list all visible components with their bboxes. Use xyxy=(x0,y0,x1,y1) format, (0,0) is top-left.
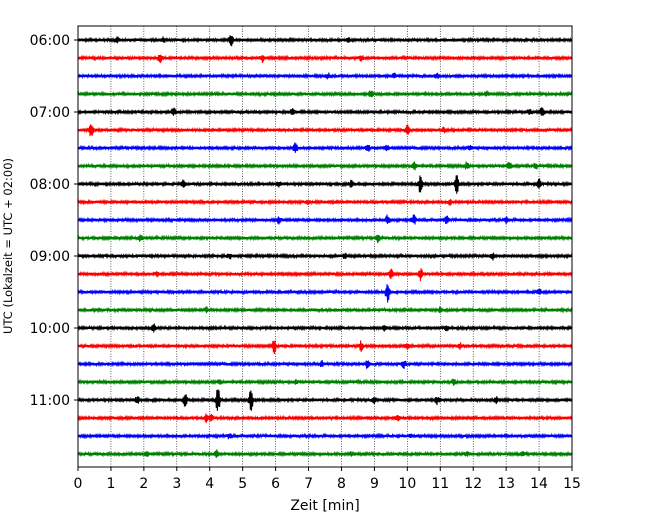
seismic-traces xyxy=(77,35,573,459)
trace-0630 xyxy=(77,72,573,80)
trace-0930 xyxy=(77,284,573,303)
trace-1015 xyxy=(77,340,573,355)
x-tick-label-14: 14 xyxy=(530,476,548,492)
trace-0715 xyxy=(77,124,573,137)
trace-1115 xyxy=(77,413,573,423)
trace-1045 xyxy=(77,378,573,386)
trace-1100 xyxy=(77,389,573,411)
trace-1000 xyxy=(77,323,573,333)
x-tick-label-0: 0 xyxy=(74,476,83,492)
trace-0645 xyxy=(77,90,573,98)
trace-0900 xyxy=(77,252,573,261)
x-tick-label-13: 13 xyxy=(497,476,515,492)
x-tick-label-6: 6 xyxy=(271,476,280,492)
trace-0600 xyxy=(77,35,573,47)
x-tick-label-5: 5 xyxy=(238,476,247,492)
plot-frame xyxy=(77,25,573,468)
y-tick-label-0700: 07:00 xyxy=(30,105,70,121)
trace-0615 xyxy=(77,54,573,64)
trace-0915 xyxy=(77,268,573,281)
trace-0945 xyxy=(77,306,573,314)
trace-0745 xyxy=(77,161,573,171)
y-axis-label: UTC (Lokalzeit = UTC + 02:00) xyxy=(1,158,15,334)
x-tick-label-1: 1 xyxy=(106,476,115,492)
trace-1130 xyxy=(77,432,573,440)
vertical-grid-lines xyxy=(110,26,540,467)
x-tick-label-9: 9 xyxy=(370,476,379,492)
x-tick-label-4: 4 xyxy=(205,476,214,492)
x-tick-label-11: 11 xyxy=(431,476,449,492)
trace-0815 xyxy=(77,198,573,206)
x-tick-label-15: 15 xyxy=(563,476,581,492)
x-tick-label-8: 8 xyxy=(337,476,346,492)
x-axis-label: Zeit [min] xyxy=(290,498,359,514)
x-tick-label-7: 7 xyxy=(304,476,313,492)
y-tick-label-0900: 09:00 xyxy=(30,249,70,265)
trace-0700 xyxy=(77,107,573,116)
trace-0800 xyxy=(77,175,573,194)
y-tick-label-1000: 10:00 xyxy=(30,321,70,337)
trace-0845 xyxy=(77,234,573,244)
trace-1145 xyxy=(77,449,573,459)
y-tick-label-0600: 06:00 xyxy=(30,33,70,49)
x-axis-ticks: 0 1 2 3 4 5 6 7 8 9 10 11 12 13 14 15 xyxy=(74,467,581,492)
trace-0830 xyxy=(77,214,573,225)
y-tick-label-0800: 08:00 xyxy=(30,177,70,193)
x-tick-label-10: 10 xyxy=(398,476,416,492)
y-axis-ticks: 06:00 07:00 08:00 09:00 10:00 11:00 xyxy=(30,33,78,409)
x-tick-label-12: 12 xyxy=(464,476,482,492)
trace-1030 xyxy=(77,360,573,370)
trace-0730 xyxy=(77,142,573,153)
y-tick-label-1100: 11:00 xyxy=(30,393,70,409)
x-tick-label-3: 3 xyxy=(172,476,181,492)
x-tick-label-2: 2 xyxy=(139,476,148,492)
